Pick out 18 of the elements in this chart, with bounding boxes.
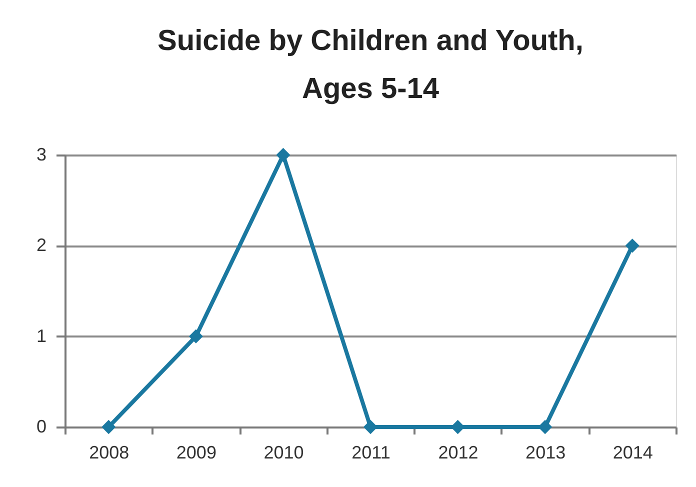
point xyxy=(450,420,465,434)
y-tick-label: 3 xyxy=(36,144,46,164)
x-tick-label: 2009 xyxy=(176,442,216,462)
y-tick-label: 2 xyxy=(36,235,46,256)
chart-title: Suicide by Children and Youth, Ages 5-14 xyxy=(158,25,584,105)
x-tick-label: 2012 xyxy=(438,442,478,462)
y-tick-label: 0 xyxy=(36,416,46,436)
x-tick-label: 2013 xyxy=(526,442,566,462)
point xyxy=(188,329,203,344)
y-tick-label: 1 xyxy=(36,326,46,346)
point xyxy=(276,148,290,162)
point xyxy=(625,238,640,253)
x-tick-label: 2010 xyxy=(264,442,304,462)
point xyxy=(102,420,116,434)
x-tick-label: 2008 xyxy=(89,442,130,462)
x-tick-label: 2011 xyxy=(352,442,390,462)
x-tick-label: 2014 xyxy=(612,442,653,462)
point xyxy=(538,420,552,434)
